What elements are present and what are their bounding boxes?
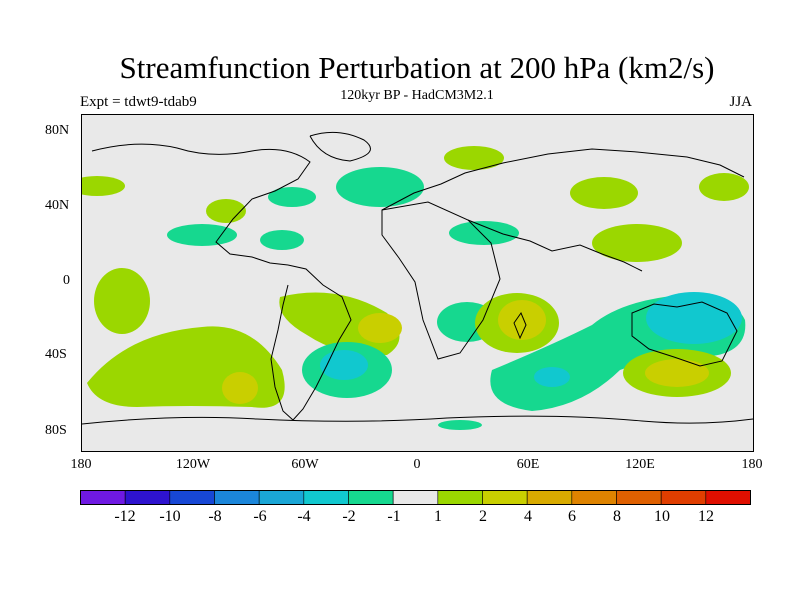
madagascar-coast bbox=[513, 311, 527, 340]
colorbar-label: -12 bbox=[114, 508, 136, 525]
lat-label-40n: 40N bbox=[45, 198, 70, 213]
field-negative-7 bbox=[320, 350, 368, 380]
field-positive-13 bbox=[498, 300, 546, 340]
colorbar-cell bbox=[571, 490, 617, 505]
colorbar-cell bbox=[348, 490, 394, 505]
colorbar-cells bbox=[80, 490, 751, 505]
lon-label-180w: 180 bbox=[70, 457, 92, 472]
field-negative-4 bbox=[336, 167, 424, 207]
colorbar-label: 2 bbox=[479, 508, 487, 525]
field-negative-5 bbox=[449, 221, 519, 245]
australia-coast bbox=[631, 301, 738, 367]
colorbar-label: -1 bbox=[387, 508, 401, 525]
field-positive-3 bbox=[444, 146, 504, 170]
colorbar-label: -4 bbox=[297, 508, 311, 525]
field-positive-15 bbox=[645, 359, 709, 387]
south-america-east bbox=[287, 264, 352, 421]
field-positive-4 bbox=[570, 177, 638, 209]
lat-label-80n: 80N bbox=[45, 123, 70, 138]
colorbar-label: -6 bbox=[253, 508, 267, 525]
colorbar-cell bbox=[392, 490, 439, 505]
antarctica-coast bbox=[82, 415, 753, 425]
lon-label-180e: 180 bbox=[741, 457, 763, 472]
field-positive-2 bbox=[206, 199, 246, 223]
field-negative-11 bbox=[534, 367, 570, 387]
colorbar-label: 4 bbox=[524, 508, 532, 525]
colorbar-cell bbox=[526, 490, 573, 505]
colorbar-label: 1 bbox=[434, 508, 442, 525]
field-positive-1 bbox=[82, 176, 125, 196]
greenland-coast bbox=[309, 131, 371, 162]
colorbar-label: 6 bbox=[568, 508, 576, 525]
lon-label-120e: 120E bbox=[625, 457, 655, 472]
lon-label-120w: 120W bbox=[175, 457, 211, 472]
colorbar-cell bbox=[482, 490, 528, 505]
colorbar-cell bbox=[214, 490, 260, 505]
coastlines bbox=[82, 131, 753, 425]
map-title: Streamfunction Perturbation at 200 hPa (… bbox=[119, 50, 715, 85]
asia-south-coast bbox=[467, 219, 643, 272]
field-positive-6 bbox=[699, 173, 749, 201]
experiment-label: Expt = tdwt9-tdab9 bbox=[80, 94, 197, 110]
colorbar-label: 8 bbox=[613, 508, 621, 525]
lat-label-40s: 40S bbox=[45, 347, 67, 362]
colorbar-cell bbox=[437, 490, 483, 505]
field-positive-7 bbox=[94, 268, 150, 334]
field-negative-1 bbox=[167, 224, 237, 246]
lon-label-60e: 60E bbox=[516, 457, 540, 472]
colorbar-cell bbox=[124, 490, 171, 505]
colorbar bbox=[80, 490, 751, 505]
colorbar-cell bbox=[705, 490, 751, 505]
lat-label-80s: 80S bbox=[45, 423, 67, 438]
eurasia-north-coast bbox=[381, 148, 745, 211]
field-negative-3 bbox=[260, 230, 304, 250]
colorbar-cell bbox=[258, 490, 305, 505]
colorbar-label: -8 bbox=[208, 508, 222, 525]
colorbar-cell bbox=[303, 490, 349, 505]
map-panel bbox=[81, 114, 754, 452]
colorbar-label: 12 bbox=[698, 508, 714, 525]
colorbar-label: -2 bbox=[342, 508, 356, 525]
lon-label-0: 0 bbox=[413, 457, 421, 472]
field-positive-5 bbox=[592, 224, 682, 262]
colorbar-cell bbox=[616, 490, 662, 505]
season-label: JJA bbox=[729, 94, 752, 110]
colorbar-label: -10 bbox=[159, 508, 181, 525]
lon-label-60w: 60W bbox=[291, 457, 319, 472]
north-america-coast bbox=[91, 143, 311, 266]
colorbar-cell bbox=[660, 490, 707, 505]
contour-fields bbox=[82, 146, 749, 430]
colorbar-border bbox=[80, 490, 751, 505]
colorbar-cell bbox=[80, 490, 126, 505]
field-negative-10 bbox=[646, 292, 742, 344]
field-negative-2 bbox=[268, 187, 316, 207]
lat-label-0: 0 bbox=[63, 273, 70, 288]
map-svg bbox=[82, 115, 753, 451]
field-negative-12 bbox=[438, 420, 482, 430]
colorbar-label: 10 bbox=[654, 508, 670, 525]
south-america-west bbox=[270, 284, 294, 421]
field-positive-11 bbox=[358, 313, 402, 343]
map-subtitle: 120kyr BP - HadCM3M2.1 bbox=[340, 88, 494, 103]
field-positive-9 bbox=[222, 372, 258, 404]
colorbar-cell bbox=[169, 490, 215, 505]
